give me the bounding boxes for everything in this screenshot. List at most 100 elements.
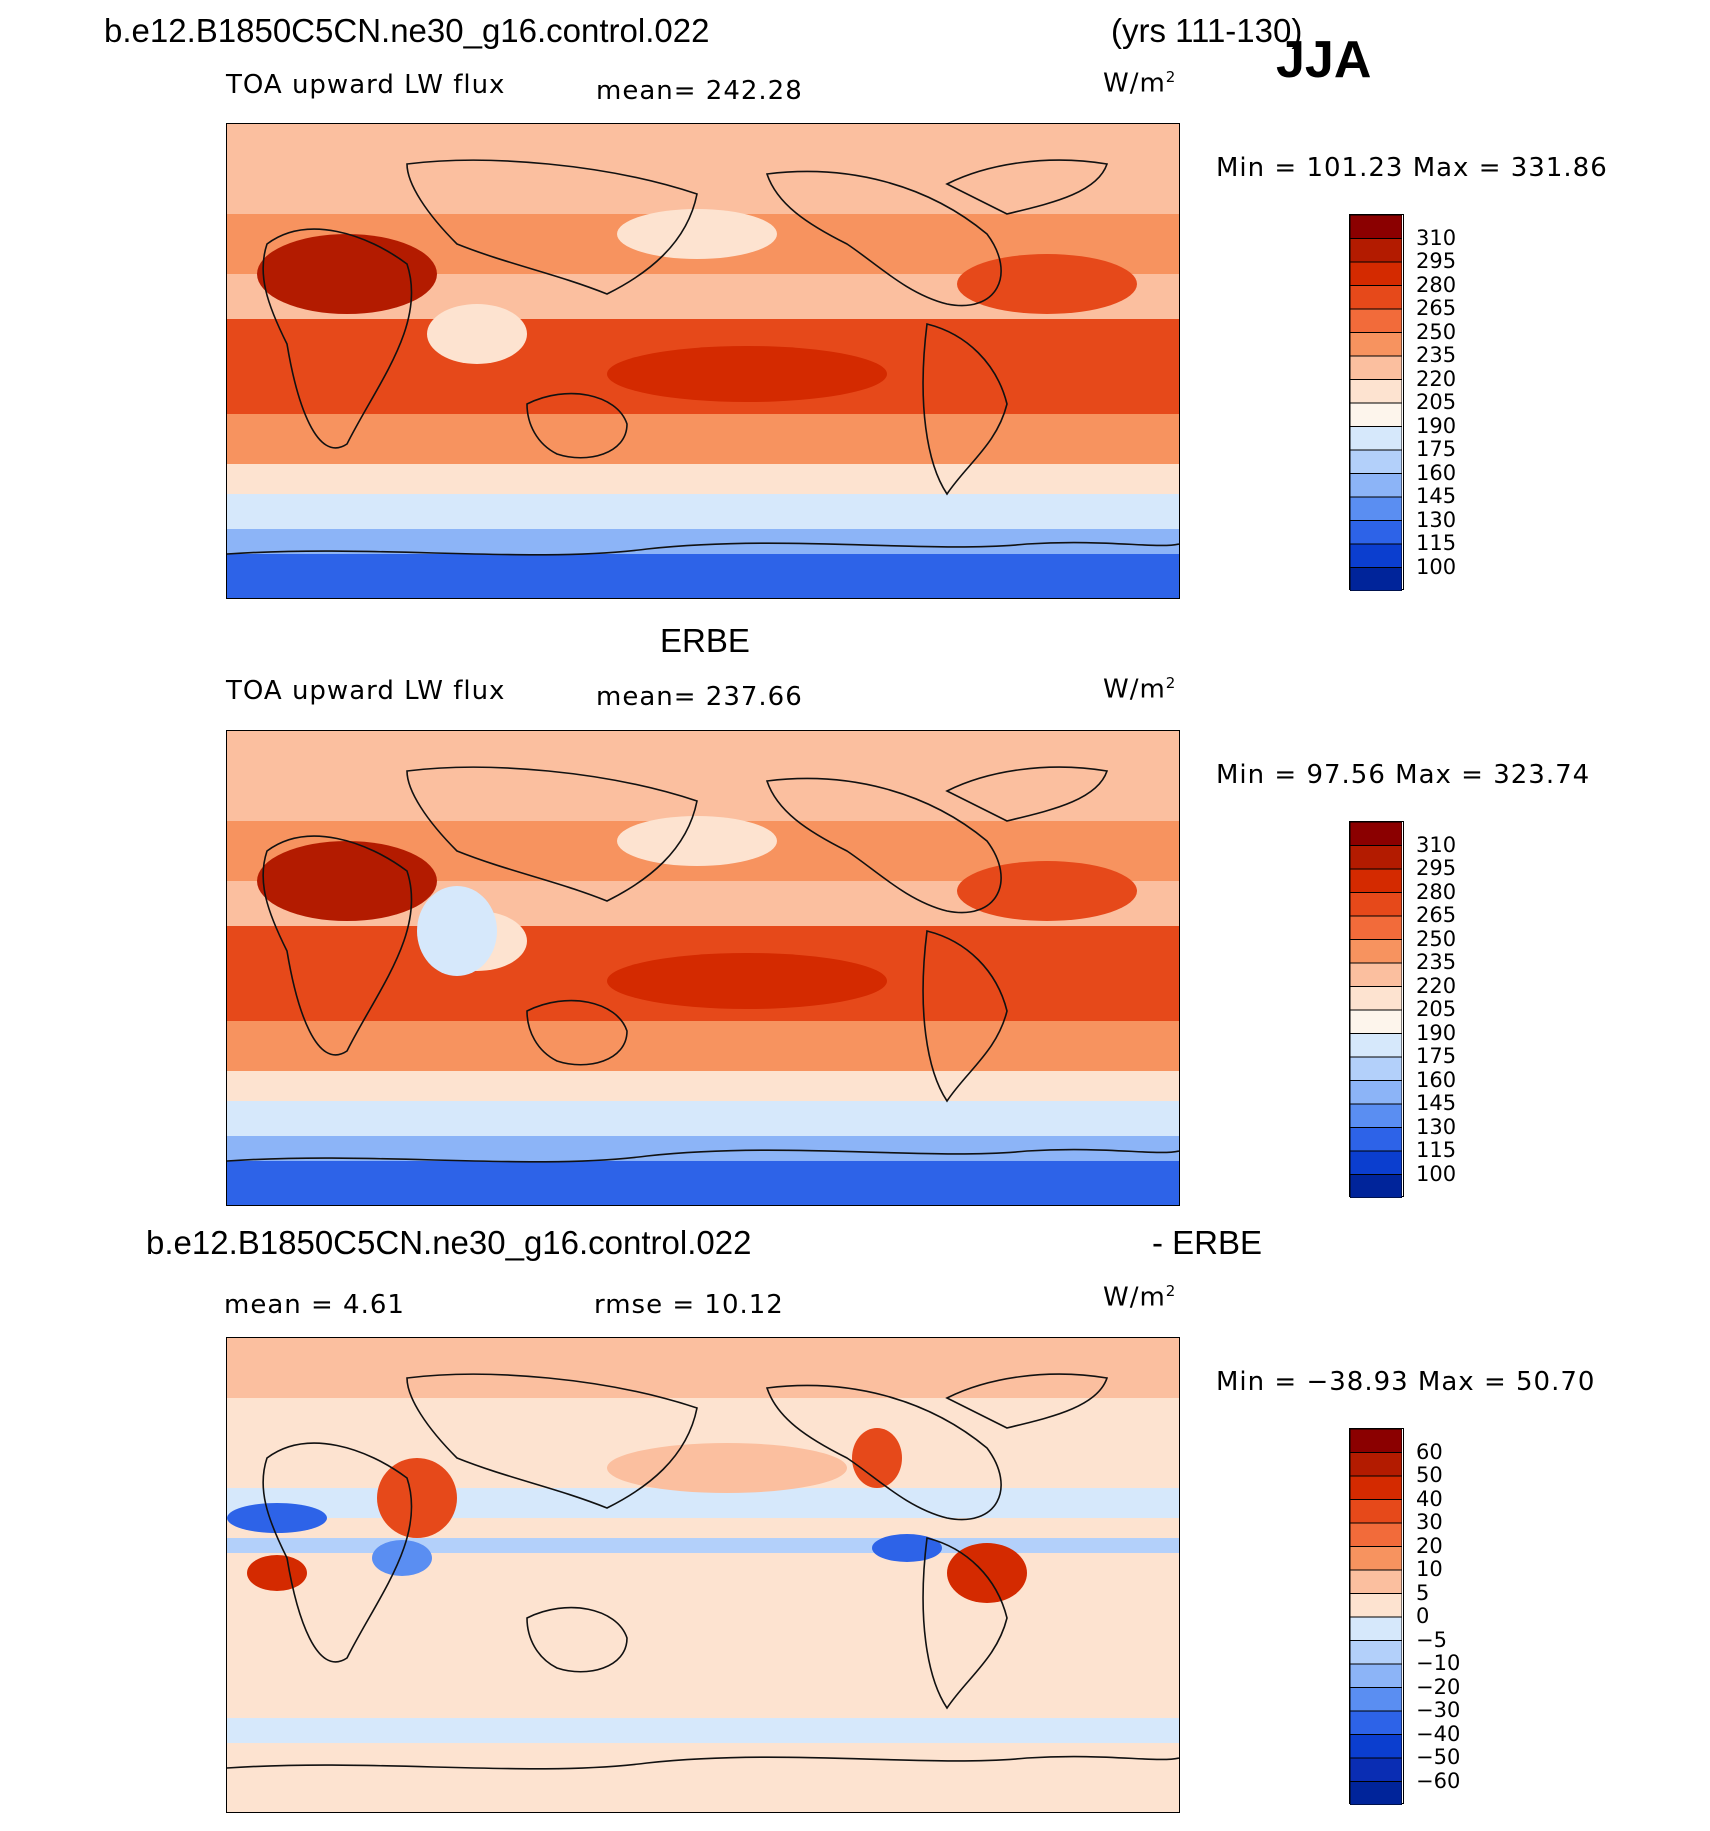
colorbar-tick-label: 205 [1416, 997, 1457, 1021]
colorbar-swatch [1350, 1546, 1402, 1571]
panel2-minmax: Min = 97.56 Max = 323.74 [1216, 760, 1591, 790]
colorbar-tick-label: 175 [1416, 437, 1457, 461]
colorbar-tick-label: 295 [1416, 856, 1457, 880]
colorbar-tick-label: 5 [1416, 1580, 1430, 1605]
colorbar-tick-label: 50 [1416, 1463, 1443, 1487]
colorbar-swatch [1350, 868, 1402, 893]
colorbar-tick-label: −10 [1416, 1651, 1461, 1675]
colorbar-tick-label: 145 [1416, 1091, 1457, 1115]
colorbar-tick-label: 235 [1416, 950, 1457, 974]
colorbar-swatch [1350, 355, 1402, 380]
colorbar-tick-label: 220 [1416, 366, 1457, 391]
panel1-variable: TOA upward LW flux [226, 70, 506, 100]
colorbar-tick-label: 205 [1416, 390, 1457, 414]
colorbar-swatch [1350, 1781, 1402, 1805]
panel1-map [226, 123, 1180, 599]
case-title: b.e12.B1850C5CN.ne30_g16.control.022 [104, 12, 710, 49]
panel2-mean: mean= 237.66 [596, 682, 803, 712]
colorbar-swatch [1350, 845, 1402, 870]
colorbar-swatch [1350, 1640, 1402, 1665]
colorbar-tick-label: 280 [1416, 272, 1457, 297]
colorbar-swatch [1350, 1080, 1402, 1105]
panel2-units: W/m2 [1103, 674, 1177, 705]
colorbar-swatch [1350, 261, 1402, 286]
colorbar-swatch [1350, 238, 1402, 263]
panel1-mean: mean= 242.28 [596, 76, 803, 106]
years-label: (yrs 111-130) [1111, 12, 1303, 49]
colorbar-tick-label: 175 [1416, 1044, 1457, 1068]
colorbar-swatch [1350, 986, 1402, 1011]
colorbar-swatch [1350, 402, 1402, 427]
colorbar-swatch [1350, 1499, 1402, 1524]
panel3-map [226, 1337, 1180, 1813]
colorbar-tick-label: −20 [1416, 1674, 1461, 1699]
colorbar-swatch [1350, 308, 1402, 333]
colorbar-tick-label: −30 [1416, 1698, 1461, 1722]
colorbar-tick-label: 130 [1416, 507, 1457, 532]
colorbar-swatch [1350, 962, 1402, 987]
colorbar-swatch [1350, 1174, 1402, 1198]
colorbar-tick-label: 60 [1416, 1439, 1443, 1464]
colorbar-tick-label: 265 [1416, 296, 1457, 320]
colorbar-tick-label: 40 [1416, 1486, 1443, 1511]
colorbar-tick-label: 10 [1416, 1557, 1443, 1581]
colorbar-swatch [1350, 543, 1402, 568]
colorbar-swatch [1350, 1569, 1402, 1594]
colorbar-tick-label: 250 [1416, 926, 1457, 951]
colorbar-swatch [1350, 1009, 1402, 1034]
colorbar-swatch [1350, 1734, 1402, 1759]
colorbar-swatch [1350, 822, 1402, 846]
colorbar-swatch [1350, 1056, 1402, 1081]
panel1-minmax: Min = 101.23 Max = 331.86 [1216, 153, 1608, 183]
colorbar-tick-label: 190 [1416, 1020, 1457, 1045]
season-label: JJA [1276, 31, 1372, 89]
colorbar-tick-label: 115 [1416, 531, 1457, 555]
colorbar-tick-label: 145 [1416, 484, 1457, 508]
colorbar-swatch [1350, 1757, 1402, 1782]
colorbar-swatch [1350, 520, 1402, 545]
colorbar-swatch [1350, 285, 1402, 310]
colorbar-swatch [1350, 215, 1402, 239]
colorbar-tick-label: 280 [1416, 879, 1457, 904]
panel3-rmse: rmse = 10.12 [594, 1290, 784, 1320]
colorbar-tick-label: 310 [1416, 832, 1457, 857]
colorbar-tick-label: 265 [1416, 903, 1457, 927]
colorbar-swatch [1350, 332, 1402, 357]
colorbar-swatch [1350, 1033, 1402, 1058]
colorbar-swatch [1350, 1127, 1402, 1152]
colorbar-swatch [1350, 1452, 1402, 1477]
colorbar-tick-label: 220 [1416, 973, 1457, 998]
colorbar-tick-label: 310 [1416, 225, 1457, 250]
colorbar-tick-label: −40 [1416, 1721, 1461, 1746]
colorbar-tick-label: 235 [1416, 343, 1457, 367]
colorbar-swatch [1350, 473, 1402, 498]
panel2-colorbar [1349, 821, 1404, 1198]
panel3-mean: mean = 4.61 [224, 1290, 405, 1320]
colorbar-tick-label: 160 [1416, 1067, 1457, 1092]
colorbar-tick-label: 115 [1416, 1138, 1457, 1162]
colorbar-swatch [1350, 426, 1402, 451]
colorbar-swatch [1350, 1593, 1402, 1618]
colorbar-swatch [1350, 1429, 1402, 1453]
colorbar-swatch [1350, 1687, 1402, 1712]
colorbar-tick-label: −5 [1416, 1627, 1447, 1652]
colorbar-swatch [1350, 1522, 1402, 1547]
panel3-title-left: b.e12.B1850C5CN.ne30_g16.control.022 [146, 1224, 752, 1261]
colorbar-tick-label: 250 [1416, 319, 1457, 344]
panel3-title-right: - ERBE [1152, 1224, 1263, 1261]
colorbar-tick-label: 30 [1416, 1510, 1443, 1534]
colorbar-tick-label: −60 [1416, 1768, 1461, 1793]
colorbar-swatch [1350, 1616, 1402, 1641]
colorbar-swatch [1350, 379, 1402, 404]
colorbar-tick-label: 0 [1416, 1604, 1430, 1628]
colorbar-swatch [1350, 1150, 1402, 1175]
colorbar-tick-label: 20 [1416, 1533, 1443, 1558]
panel1-colorbar [1349, 214, 1404, 591]
panel3-units: W/m2 [1103, 1282, 1177, 1313]
panel2-title: ERBE [660, 622, 750, 659]
panel2-variable: TOA upward LW flux [226, 676, 506, 706]
colorbar-swatch [1350, 1663, 1402, 1688]
colorbar-tick-label: 100 [1416, 554, 1457, 579]
colorbar-swatch [1350, 939, 1402, 964]
colorbar-tick-label: 190 [1416, 413, 1457, 438]
